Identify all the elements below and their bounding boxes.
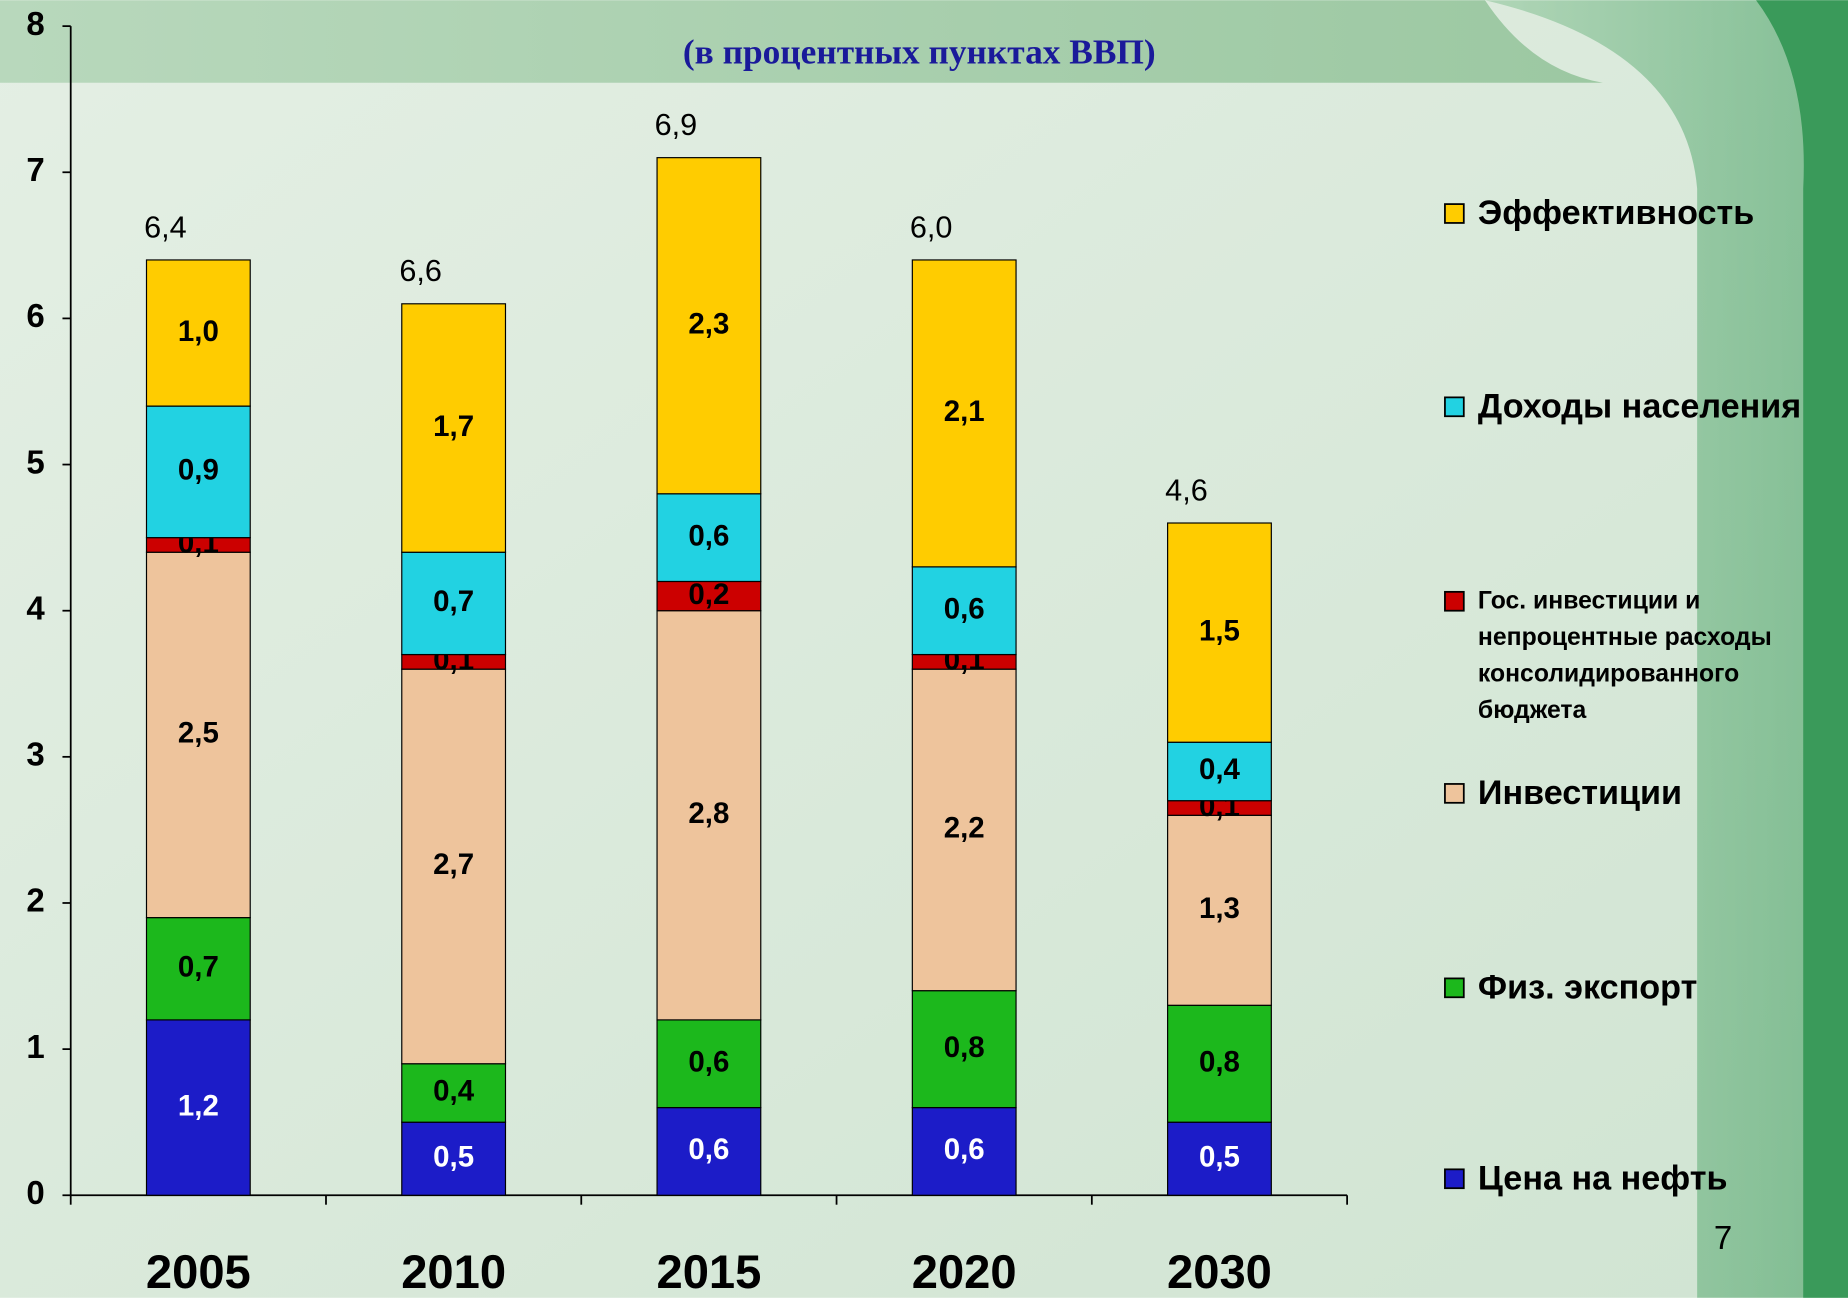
- value-label: 0,5: [1199, 1141, 1240, 1174]
- y-tick-label: 1: [26, 1028, 44, 1065]
- bar-segment: [145, 405, 251, 539]
- y-tick-label: 4: [26, 589, 45, 626]
- legend-swatch: [1444, 396, 1465, 418]
- value-label: 0,7: [178, 951, 219, 984]
- bar-segment: [1167, 1004, 1272, 1123]
- value-label: 0,6: [688, 519, 729, 552]
- side-band: [1485, 0, 1848, 1298]
- bar-segment: [401, 303, 507, 553]
- value-label: 2,8: [688, 797, 729, 830]
- x-tick-label: 2010: [401, 1245, 506, 1298]
- bar-segment: [911, 990, 1017, 1109]
- total-label: 6,6: [399, 254, 442, 288]
- legend-label: Физ. экспорт: [1477, 968, 1698, 1007]
- value-label: 0,6: [944, 1133, 985, 1166]
- bar-segment: [656, 157, 762, 495]
- bar-segment: [1167, 522, 1272, 743]
- value-label: 0,8: [1199, 1046, 1240, 1079]
- legend-item: Физ. экспорт: [1477, 968, 1698, 1007]
- value-label: 0,4: [433, 1075, 475, 1108]
- value-label: 1,7: [433, 410, 474, 443]
- value-label: 0,8: [944, 1031, 985, 1064]
- bar-segment: [145, 1019, 251, 1196]
- total-label: 6,9: [655, 108, 698, 142]
- bar-segment: [911, 668, 1017, 992]
- legend-item: Инвестиции: [1477, 774, 1683, 813]
- top-band: [0, 0, 1603, 83]
- legend-item: Доходы населения: [1477, 387, 1802, 426]
- bar-segment: [911, 1106, 1017, 1196]
- total-label: 4,6: [1165, 473, 1208, 507]
- legend-label: Доходы населения: [1477, 387, 1802, 426]
- legend-label: Цена на нефть: [1477, 1159, 1728, 1198]
- value-label: 0,7: [433, 585, 474, 618]
- bar-segment: [1167, 741, 1272, 802]
- value-label: 1,3: [1199, 892, 1240, 925]
- value-label: 0,6: [688, 1133, 729, 1166]
- legend-swatch: [1444, 977, 1465, 999]
- bar-segment: [656, 1106, 762, 1196]
- bar-segment: [1167, 1121, 1272, 1196]
- y-tick-label: 3: [26, 736, 44, 773]
- value-label: 2,2: [944, 812, 985, 845]
- value-label: 2,3: [688, 307, 729, 340]
- bar-segment: [401, 1063, 507, 1123]
- value-label: 0,4: [1199, 753, 1241, 786]
- bar-segment: [656, 1019, 762, 1109]
- y-tick-label: 8: [26, 5, 44, 42]
- value-label: 1,0: [178, 315, 219, 348]
- legend-label: Гос. инвестиции и непроцентные расходы к…: [1477, 587, 1772, 724]
- y-tick-label: 2: [26, 882, 44, 919]
- legend-swatch: [1444, 590, 1465, 612]
- y-tick-label: 0: [26, 1174, 44, 1211]
- bar-segment: [145, 259, 251, 407]
- bar-segment: [656, 493, 762, 583]
- legend-swatch: [1444, 783, 1465, 804]
- bar-segment: [401, 551, 507, 656]
- bar-segment: [656, 580, 762, 612]
- value-label: 1,2: [178, 1089, 219, 1122]
- legend-item: Эффективность: [1477, 194, 1755, 233]
- value-label: 0,9: [178, 454, 219, 487]
- value-label: 0,5: [433, 1141, 474, 1174]
- legend-swatch: [1444, 1168, 1465, 1190]
- bar-segment: [401, 668, 507, 1065]
- bar-segment: [145, 551, 251, 919]
- bar-segment: [911, 566, 1017, 656]
- value-label: 0,6: [944, 592, 985, 625]
- legend-label: Эффективность: [1477, 194, 1755, 233]
- legend-item: Цена на нефть: [1477, 1159, 1728, 1198]
- y-tick-label: 7: [26, 151, 44, 188]
- bar-segment: [401, 1121, 507, 1196]
- value-label: 1,5: [1199, 614, 1240, 647]
- value-label: 2,5: [178, 717, 219, 750]
- bar-segment: [145, 917, 251, 1021]
- value-label: 0,6: [688, 1046, 729, 1079]
- value-label: 2,7: [433, 848, 474, 881]
- x-tick-label: 2030: [1167, 1245, 1272, 1298]
- legend-label: Инвестиции: [1477, 774, 1683, 813]
- legend-item: Гос. инвестиции и непроцентные расходы к…: [1477, 587, 1772, 724]
- side-strip: [1756, 0, 1848, 1298]
- value-label: 2,1: [944, 395, 985, 428]
- x-tick-label: 2020: [912, 1245, 1017, 1298]
- legend-swatch: [1444, 203, 1465, 224]
- x-tick-label: 2005: [146, 1245, 251, 1298]
- chart-title: (в процентных пунктах ВВП): [683, 32, 1156, 72]
- bar-segment: [911, 259, 1017, 568]
- total-label: 6,4: [144, 210, 187, 244]
- y-tick-label: 5: [26, 443, 44, 480]
- page-number: 7: [1714, 1219, 1732, 1256]
- value-label: 0,2: [688, 578, 729, 611]
- bar-segment: [1167, 814, 1272, 1006]
- x-tick-label: 2015: [656, 1245, 761, 1298]
- y-tick-label: 6: [26, 297, 44, 334]
- bar-segment: [656, 610, 762, 1021]
- total-label: 6,0: [910, 210, 953, 244]
